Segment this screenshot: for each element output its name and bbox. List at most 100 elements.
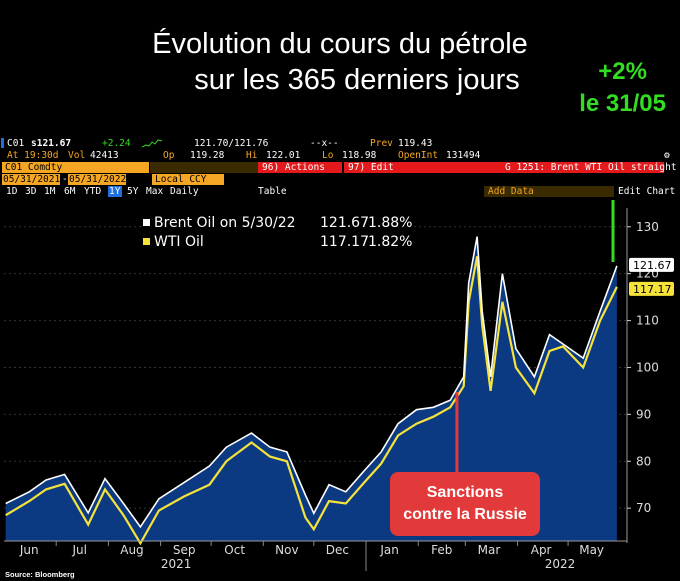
quote-marker [1, 138, 4, 148]
annotation-line-2: contre la Russie [403, 506, 527, 523]
brent-price-tag: 121.67 [633, 259, 672, 272]
period-1m[interactable]: 1M [44, 186, 56, 197]
date-from[interactable]: 05/31/2021 [3, 174, 61, 185]
x-tick-label-aug: Aug [120, 543, 143, 557]
stats-row: At 19:30d Vol 42413 Op 119.28 Hi 122.01 … [0, 150, 680, 162]
callout-percent: +2% [598, 58, 647, 85]
quote-row: C01 s121.67 +2.24 121.70/121.76 --x-- Pr… [0, 138, 680, 150]
op-label: Op [163, 150, 175, 161]
interval-select[interactable]: Daily [170, 186, 199, 197]
op-value: 119.28 [190, 150, 225, 161]
period-selected-bg [108, 186, 122, 197]
headline: Évolution du cours du pétrole sur les 36… [0, 26, 680, 98]
sanctions-annotation: Sanctions contre la Russie [390, 472, 540, 536]
net-change: +2.24 [102, 138, 131, 149]
prev-value: 119.43 [398, 138, 433, 149]
brent-series-line [5, 236, 618, 529]
chart-name: G 1251: Brent WTI Oil straight [505, 162, 677, 173]
price-tags: 121.67 117.17 [629, 257, 674, 296]
currency-bg [152, 174, 224, 185]
y-tick-label-100: 100 [636, 360, 659, 374]
legend-wti: WTI Oil 117.17 1.82% [141, 233, 412, 252]
date-row: 05/31/2021 - 05/31/2022 Local CCY [0, 174, 680, 186]
legend-brent-name: Brent Oil on 5/30/22 [154, 215, 296, 231]
x-tick-label-may: May [579, 543, 604, 557]
y-tick-label-130: 130 [636, 220, 659, 234]
currency-select[interactable]: Local CCY [155, 174, 207, 185]
x-tick-label-jul: Jul [72, 543, 87, 557]
x-tick-label-jun: Jun [19, 543, 39, 557]
callout-date: le 31/05 [579, 90, 666, 117]
x-tick-label-feb: Feb [431, 543, 452, 557]
openint-value: 131494 [446, 150, 481, 161]
trade-placeholder: --x-- [310, 138, 339, 149]
legend-brent-pct: 1.88% [368, 215, 413, 231]
brent-price-tag-bg [629, 257, 674, 272]
table-button[interactable]: Table [258, 186, 287, 197]
legend-brent-value: 121.67 [320, 215, 369, 231]
y-tick-label-80: 80 [636, 454, 651, 468]
change-callout: +2% le 31/05 [579, 56, 666, 120]
legend-brent-swatch [143, 218, 150, 226]
suggested-charts [150, 162, 258, 173]
legend-brent: Brent Oil on 5/30/22 121.67 1.88% [141, 214, 412, 233]
x-axis-ticks: Jun Jul Aug Sep Oct Nov Dec Jan Feb Mar Apr May 2021… [4, 540, 627, 571]
y-tick-label-70: 70 [636, 501, 651, 515]
legend-wti-name: WTI Oil [154, 234, 204, 250]
headline-line-2: sur les 365 derniers jours [194, 64, 520, 96]
lo-label: Lo [322, 150, 334, 161]
vol-value: 42413 [90, 150, 119, 161]
add-data-button[interactable]: Add Data [488, 186, 534, 197]
actions-menu-bg [258, 162, 342, 173]
security-field[interactable]: C01 Comdty [5, 162, 63, 173]
x-tick-label-mar: Mar [478, 543, 501, 557]
period-ytd[interactable]: YTD [84, 186, 102, 197]
edit-menu[interactable]: 97) Edit [348, 162, 394, 173]
hi-value: 122.01 [266, 150, 301, 161]
date-to-bg [68, 174, 126, 185]
wti-price-tag: 117.17 [633, 283, 672, 296]
period-5y[interactable]: 5Y [127, 186, 139, 197]
date-from-bg [2, 174, 60, 185]
ticker: C01 [7, 138, 25, 149]
x-tick-label-sep: Sep [173, 543, 196, 557]
period-max[interactable]: Max [146, 186, 164, 197]
brent-area-fill [5, 236, 617, 541]
security-field-bg [2, 162, 149, 173]
period-1d[interactable]: 1D [6, 186, 18, 197]
x-tick-label-apr: Apr [531, 543, 552, 557]
vol-label: Vol [68, 150, 86, 161]
lo-value: 118.98 [342, 150, 377, 161]
x-year-label-2021: 2021 [161, 557, 192, 571]
source-credit: Source: Bloomberg [5, 570, 75, 579]
chart-legend: Brent Oil on 5/30/22 121.67 1.88% WTI Oi… [141, 212, 412, 258]
openint-label: OpenInt [398, 150, 439, 161]
edit-menu-bg [344, 162, 664, 173]
quote-time: At 19:30d [7, 150, 59, 161]
period-6m[interactable]: 6M [64, 186, 76, 197]
headline-line-1: Évolution du cours du pétrole [152, 28, 528, 60]
annotation-line-1: Sanctions [426, 484, 504, 501]
add-data-bg [484, 186, 614, 197]
x-tick-label-jan: Jan [379, 543, 399, 557]
x-year-label-2022: 2022 [545, 557, 576, 571]
period-3d[interactable]: 3D [25, 186, 37, 197]
x-tick-label-dec: Dec [326, 543, 349, 557]
prev-label: Prev [370, 138, 393, 149]
sparkline-icon [141, 139, 163, 150]
y-tick-label-110: 110 [636, 314, 659, 328]
chart-settings-icon[interactable]: ⚙ [664, 150, 670, 161]
legend-wti-value: 117.17 [320, 234, 369, 250]
bid-ask: 121.70/121.76 [194, 138, 269, 149]
security-row: C01 Comdty 96) Actions 97) Edit G 1251: … [0, 162, 680, 174]
actions-menu[interactable]: 96) Actions [262, 162, 325, 173]
wti-price-tag-bg [629, 281, 674, 296]
last-price: s121.67 [31, 138, 72, 149]
period-row: 1D 3D 1M 6M YTD 1Y 5Y Max Daily Table Ad… [0, 186, 680, 198]
period-1y[interactable]: 1Y [109, 186, 121, 197]
wti-series-line [5, 256, 618, 546]
edit-chart-button[interactable]: Edit Chart [618, 186, 676, 197]
y-tick-label-90: 90 [636, 407, 651, 421]
date-to[interactable]: 05/31/2022 [69, 174, 127, 185]
